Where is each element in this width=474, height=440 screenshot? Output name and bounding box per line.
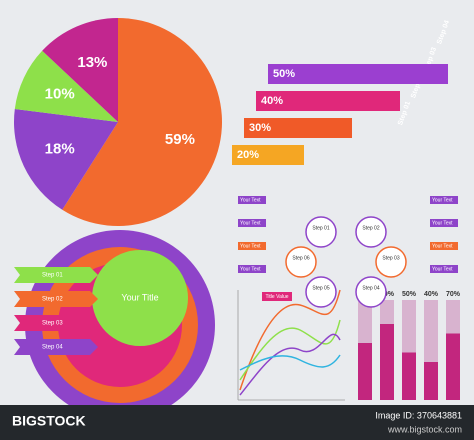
step-value: 30% [249, 122, 271, 134]
brand: BIGSTOCK [12, 413, 86, 429]
pie-label: 59% [165, 131, 195, 148]
text-tag [238, 219, 266, 227]
pie-label: 18% [45, 140, 75, 157]
cycle-label: Your Text [240, 266, 261, 272]
cycle-node [355, 276, 387, 308]
cycle-step: Step 05 [312, 285, 329, 291]
step-bar [232, 145, 304, 165]
step-arrow [14, 267, 98, 283]
cycle-node [305, 216, 337, 248]
pie-label: 10% [45, 86, 75, 103]
cycle-label: Your Text [432, 243, 453, 249]
text-tag [238, 265, 266, 273]
line-title-box [262, 292, 292, 301]
step-value: 40% [261, 95, 283, 107]
text-tag [430, 219, 458, 227]
ring-step: Step 03 [42, 321, 63, 327]
step-value: 50% [273, 68, 295, 80]
cycle-label: Your Text [432, 220, 453, 226]
cycle-node [285, 246, 317, 278]
step-arrow [14, 291, 98, 307]
bar-label: 40% [424, 291, 439, 298]
step-value: 20% [237, 149, 259, 161]
cycle-step: Step 03 [382, 255, 399, 261]
url: www.bigstock.com [387, 424, 462, 434]
cycle-label: Your Text [240, 197, 261, 203]
step-label: Step 04 [436, 19, 451, 45]
step-bar [244, 118, 352, 138]
ring-step: Step 01 [42, 273, 63, 279]
pie-slice [62, 18, 222, 226]
bar [402, 352, 416, 400]
cycle-node [375, 246, 407, 278]
step-bar [256, 91, 400, 111]
bar [424, 362, 438, 400]
bar [358, 343, 372, 400]
text-tag [430, 196, 458, 204]
ring-center [92, 250, 188, 346]
cycle-label: Your Text [432, 266, 453, 272]
text-tag [430, 265, 458, 273]
bar [380, 324, 394, 400]
cycle-node [355, 216, 387, 248]
step-arrow [14, 315, 98, 331]
cycle-step: Step 06 [292, 255, 309, 261]
cycle-label: Your Text [240, 243, 261, 249]
cycle-step: Step 02 [362, 225, 379, 231]
ring-title: Your Title [121, 292, 158, 302]
bar-label: 80% [380, 291, 395, 298]
ring-step: Step 02 [42, 297, 63, 303]
pie-slice [14, 50, 119, 123]
text-tag [238, 196, 266, 204]
cycle-node [305, 276, 337, 308]
cycle-step: Step 04 [362, 285, 379, 291]
step-bar [268, 64, 448, 84]
cycle-label: Your Text [432, 197, 453, 203]
pie-slice [42, 18, 118, 122]
line-title: Title Value [265, 294, 288, 300]
bar-label: 70% [446, 291, 461, 298]
image-id: Image ID: 370643881 [375, 410, 462, 420]
ring-step: Step 04 [42, 345, 63, 351]
cycle-step: Step 01 [312, 225, 329, 231]
text-tag [238, 242, 266, 250]
step-arrow [14, 339, 98, 355]
bar [446, 333, 460, 400]
footer [0, 405, 474, 440]
bar-label: 50% [402, 291, 417, 298]
line-chart-frame [237, 289, 345, 401]
text-tag [430, 242, 458, 250]
cycle-label: Your Text [240, 220, 261, 226]
pie-label: 13% [77, 54, 107, 71]
pie-slice [14, 108, 118, 210]
